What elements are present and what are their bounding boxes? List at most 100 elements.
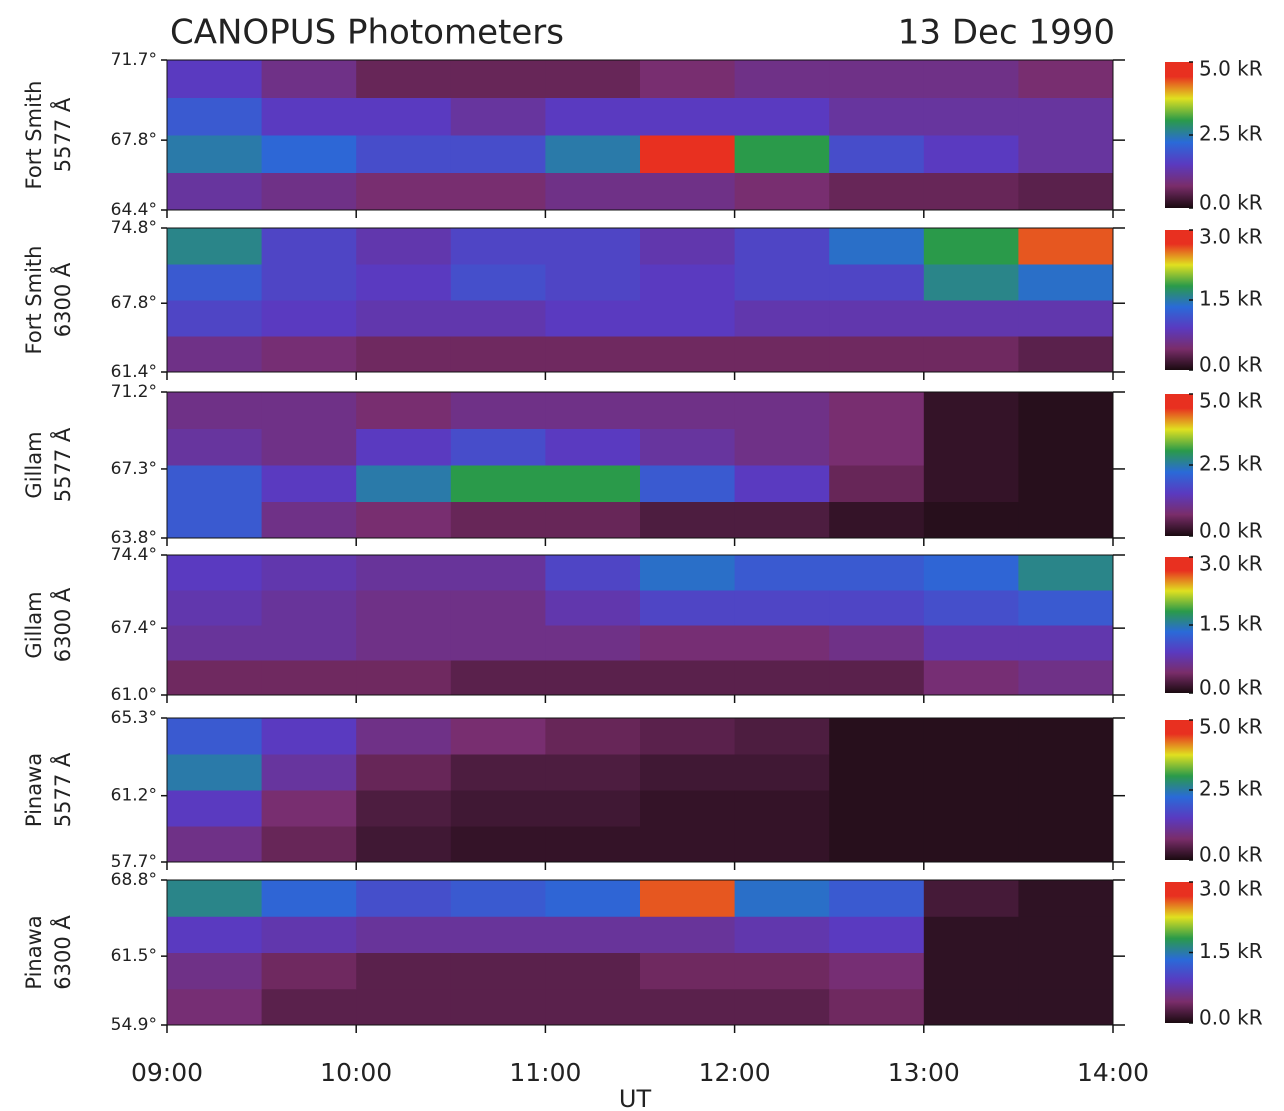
heat-cell [167, 718, 263, 755]
colorbar-label: 1.5 kR [1199, 287, 1263, 311]
heat-cell [261, 228, 357, 265]
heat-cell [829, 718, 925, 755]
heat-cell [923, 336, 1019, 373]
heat-cell [545, 790, 641, 827]
heat-cell [1018, 97, 1114, 136]
heat-cell [545, 300, 641, 337]
heat-cell [450, 97, 546, 136]
colorbar-label: 0.0 kR [1199, 519, 1263, 543]
heat-cell [356, 555, 452, 591]
heat-cell [545, 660, 641, 696]
heat-cell [734, 826, 830, 863]
y-tick-label: 61.4° [111, 362, 157, 382]
station-label: Fort Smith [22, 246, 46, 355]
colorbar-label: 5.0 kR [1199, 389, 1263, 413]
heat-cell [923, 465, 1019, 502]
heat-cell [1018, 660, 1114, 696]
heat-cell [545, 465, 641, 502]
y-tick-label: 67.4° [111, 618, 157, 638]
colorbar [1165, 62, 1193, 208]
heat-cell [1018, 590, 1114, 626]
x-axis-label: UT [619, 1085, 652, 1111]
heat-cell [450, 826, 546, 863]
heat-cell [450, 880, 546, 917]
heat-cell [923, 555, 1019, 591]
heat-cell [923, 718, 1019, 755]
heat-cell [356, 172, 452, 211]
colorbar-label: 3.0 kR [1199, 225, 1263, 249]
heat-cell [734, 60, 830, 98]
heat-cell [450, 988, 546, 1026]
heat-cell [450, 718, 546, 755]
heat-cell [734, 428, 830, 466]
colorbar-label: 1.5 kR [1199, 612, 1263, 636]
panel-frame [166, 391, 1114, 539]
heat-cell [923, 392, 1019, 429]
colorbar-label: 3.0 kR [1199, 552, 1263, 576]
heat-cell [261, 790, 357, 827]
colorbar-label: 0.0 kR [1199, 1006, 1263, 1030]
heat-cell [545, 952, 641, 990]
heat-cell [450, 300, 546, 337]
heat-cell [1018, 625, 1114, 661]
heat-cell [829, 625, 925, 661]
heat-cell [734, 660, 830, 696]
heat-cell [829, 988, 925, 1026]
y-tick-label: 64.4° [111, 200, 157, 220]
chart-title: CANOPUS Photometers [170, 13, 564, 53]
x-tick-label: 13:00 [888, 1058, 960, 1087]
heat-cell [167, 754, 263, 791]
heat-cell [545, 60, 641, 98]
heat-cell [356, 718, 452, 755]
heat-cell [545, 428, 641, 466]
heat-cell [1018, 916, 1114, 953]
heat-cell [167, 428, 263, 466]
heat-cell [356, 465, 452, 502]
heat-cell [829, 916, 925, 953]
heat-cell [1018, 336, 1114, 373]
colorbar [1165, 720, 1193, 860]
heat-cell [356, 97, 452, 136]
heat-cell [829, 97, 925, 136]
heat-cell [167, 135, 263, 173]
heat-cell [829, 826, 925, 863]
heat-cell [545, 555, 641, 591]
heat-cell [829, 660, 925, 696]
heat-cell [261, 988, 357, 1026]
heat-cell [734, 172, 830, 211]
heat-cell [261, 135, 357, 173]
y-tick-label: 68.8° [111, 870, 157, 890]
heat-cell [640, 916, 736, 953]
heat-cell [356, 264, 452, 301]
heat-cell [356, 988, 452, 1026]
heat-cell [356, 625, 452, 661]
heat-cell [829, 135, 925, 173]
heat-cell [167, 880, 263, 917]
heat-cell [167, 660, 263, 696]
heat-cell [167, 465, 263, 502]
heat-cell [167, 228, 263, 265]
heat-cell [545, 625, 641, 661]
heat-cell [734, 392, 830, 429]
x-tick-label: 12:00 [699, 1058, 771, 1087]
heat-cell [640, 300, 736, 337]
y-tick-label: 65.3° [111, 708, 157, 728]
heat-cell [923, 60, 1019, 98]
heat-cell [261, 754, 357, 791]
y-tick-label: 54.9° [111, 1015, 157, 1035]
heat-cell [167, 988, 263, 1026]
heat-cell [1018, 465, 1114, 502]
heat-cell [261, 501, 357, 539]
heat-cell [923, 501, 1019, 539]
heat-cell [167, 625, 263, 661]
heat-cell [640, 880, 736, 917]
heat-cell [356, 60, 452, 98]
heat-cell [829, 300, 925, 337]
heat-cell [829, 754, 925, 791]
y-tick-label: 67.3° [111, 459, 157, 479]
heat-cell [450, 428, 546, 466]
heat-cell [734, 625, 830, 661]
heat-cell [450, 336, 546, 373]
heat-cell [1018, 988, 1114, 1026]
heat-cell [734, 952, 830, 990]
